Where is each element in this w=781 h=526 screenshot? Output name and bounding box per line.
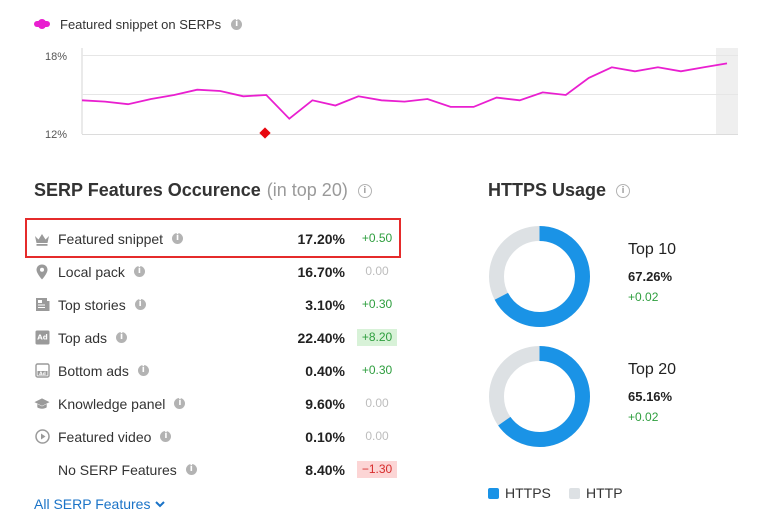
svg-text:Ad: Ad: [37, 334, 47, 342]
serp-feature-change: +0.30: [361, 363, 393, 377]
serp-feature-change: 0.00: [365, 429, 389, 443]
serp-feature-row[interactable]: No SERP Features i 8.40% −1.30: [34, 453, 397, 486]
featured-snippet-line-chart: 18% 12%: [45, 48, 738, 141]
map-pin-icon: [34, 264, 50, 280]
chart-legend[interactable]: Featured snippet on SERPs i: [34, 16, 243, 32]
https-title: HTTPS Usage: [488, 180, 607, 200]
serp-feature-change: −1.30: [357, 461, 397, 478]
play-circle-icon: [34, 429, 50, 445]
info-icon[interactable]: i: [185, 464, 197, 475]
serp-feature-name: No SERP Features: [58, 461, 177, 478]
ad-bottom-icon: Ad: [34, 363, 50, 379]
serp-feature-name: Featured snippet: [58, 230, 164, 247]
donut-percentage: 67.26%: [628, 269, 673, 284]
event-marker-icon[interactable]: [259, 127, 271, 139]
line-swatch-icon: [34, 19, 50, 29]
featured-snippet-highlight-box: [25, 218, 401, 258]
y-tick-18: 18%: [45, 51, 67, 63]
donut-change: +0.02: [628, 410, 659, 424]
serp-feature-change: 0.00: [365, 264, 389, 278]
ad-icon: Ad: [34, 330, 50, 346]
serp-feature-row[interactable]: Top stories i 3.10% +0.30: [34, 288, 396, 321]
https-legend-item[interactable]: HTTPS: [488, 485, 551, 501]
info-icon[interactable]: i: [134, 299, 146, 310]
serp-features-title: SERP Features Occurence: [34, 180, 261, 200]
all-serp-features-label: All SERP Features: [34, 496, 151, 512]
info-icon[interactable]: i: [357, 183, 372, 198]
serp-feature-row[interactable]: Ad Bottom ads i 0.40% +0.30: [34, 354, 396, 387]
info-icon[interactable]: i: [174, 398, 186, 409]
all-serp-features-link[interactable]: All SERP Features: [34, 496, 166, 512]
serp-features-subtitle: (in top 20): [266, 180, 348, 200]
info-icon[interactable]: i: [116, 332, 128, 343]
y-tick-12: 12%: [45, 129, 67, 141]
svg-text:Ad: Ad: [39, 371, 46, 377]
legend-label: Featured snippet on SERPs: [60, 16, 222, 32]
donut-percentage: 65.16%: [628, 389, 673, 404]
series-line: [81, 62, 728, 120]
serp-feature-percentage: 17.20%: [297, 230, 345, 247]
http-legend-item[interactable]: HTTP: [569, 485, 623, 501]
info-icon[interactable]: i: [616, 183, 631, 198]
donut-label: Top 10: [628, 241, 677, 258]
serp-feature-row[interactable]: Ad Top ads i 22.40% +8.20: [34, 321, 397, 354]
serp-feature-percentage: 16.70%: [297, 263, 345, 280]
serp-feature-change: 0.00: [365, 396, 389, 410]
serp-feature-row[interactable]: Featured video i 0.10% 0.00: [34, 420, 396, 453]
https-segment: [489, 226, 590, 327]
serp-feature-percentage: 3.10%: [305, 296, 345, 313]
serp-feature-change: +0.30: [361, 297, 393, 311]
serp-feature-row[interactable]: Knowledge panel i 9.60% 0.00: [34, 387, 396, 420]
https-legend-label: HTTPS: [505, 485, 551, 501]
serp-feature-name: Knowledge panel: [58, 395, 166, 412]
serp-feature-change: +8.20: [357, 329, 397, 346]
info-icon[interactable]: i: [231, 18, 243, 30]
donut-label: Top 20: [628, 361, 677, 378]
crown-icon: [34, 231, 50, 247]
serp-features-heading: SERP Features Occurence (in top 20) i: [34, 180, 372, 201]
newspaper-icon: [34, 297, 50, 313]
chevron-down-icon: [155, 501, 166, 508]
serp-feature-percentage: 9.60%: [305, 395, 345, 412]
info-icon[interactable]: i: [160, 431, 172, 442]
serp-feature-change: +0.50: [361, 231, 393, 245]
serp-feature-percentage: 0.10%: [305, 428, 345, 445]
http-swatch-icon: [569, 487, 580, 499]
empty-icon-slot: [34, 462, 50, 478]
info-icon[interactable]: i: [133, 266, 145, 277]
serp-feature-name: Local pack: [58, 263, 125, 280]
http-legend-label: HTTP: [586, 485, 623, 501]
serp-feature-name: Bottom ads: [58, 362, 129, 379]
serp-feature-name: Featured video: [58, 428, 152, 445]
info-icon[interactable]: i: [137, 365, 149, 376]
https-swatch-icon: [488, 487, 499, 499]
serp-feature-row[interactable]: Featured snippet i 17.20% +0.50: [34, 222, 396, 255]
donut-change: +0.02: [628, 290, 659, 304]
https-donut-chart[interactable]: [488, 345, 591, 448]
graduation-cap-icon: [34, 396, 50, 412]
serp-feature-percentage: 8.40%: [305, 461, 345, 478]
chart-hover-band: [716, 48, 738, 134]
https-donut-chart[interactable]: [488, 225, 591, 328]
serp-feature-name: Top stories: [58, 296, 126, 313]
info-icon[interactable]: i: [172, 233, 184, 244]
serp-feature-name: Top ads: [58, 329, 108, 346]
https-segment: [489, 346, 590, 447]
serp-feature-percentage: 0.40%: [305, 362, 345, 379]
serp-feature-percentage: 22.40%: [297, 329, 345, 346]
serp-feature-row[interactable]: Local pack i 16.70% 0.00: [34, 255, 396, 288]
https-heading: HTTPS Usage i: [488, 180, 631, 201]
